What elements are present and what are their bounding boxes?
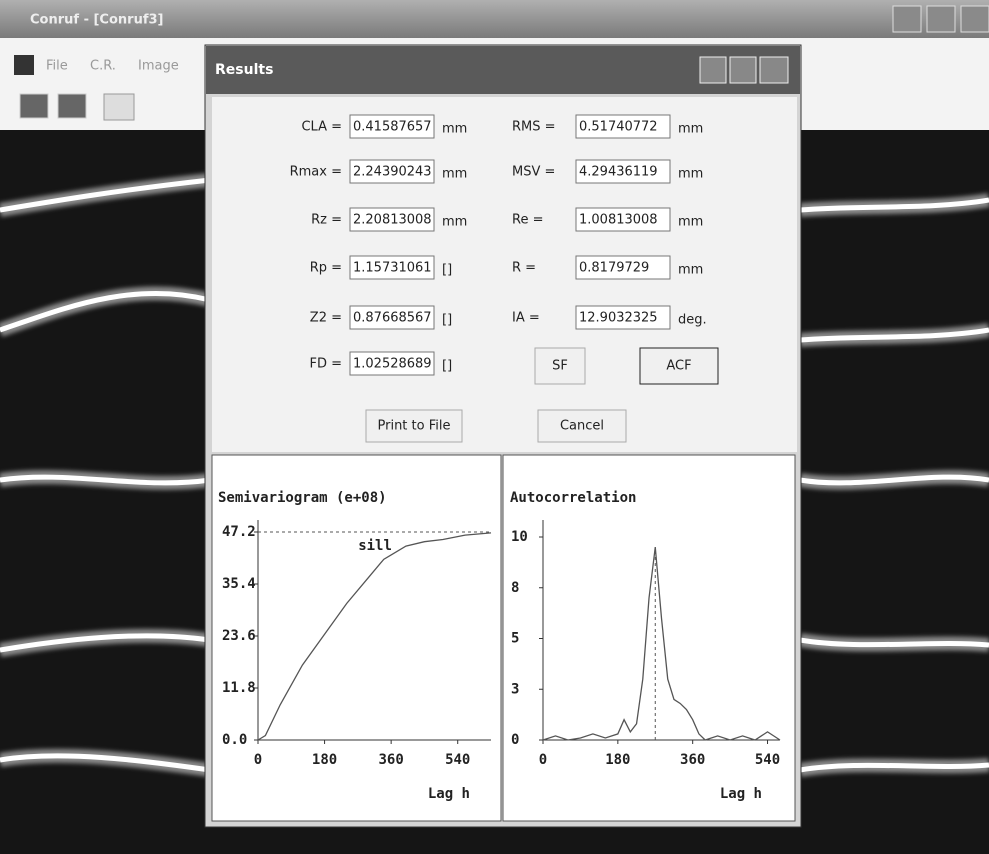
- field-unit: []: [442, 263, 452, 278]
- y-tick-label: 0.0: [222, 732, 247, 748]
- menu-item[interactable]: C.R.: [90, 59, 116, 74]
- button-label[interactable]: SF: [552, 359, 568, 374]
- x-tick-label: 180: [312, 752, 337, 768]
- dialog-maximize[interactable]: [730, 57, 756, 83]
- y-tick-label: 23.6: [222, 628, 256, 644]
- field-unit: mm: [442, 215, 467, 230]
- x-tick-label: 0: [254, 752, 262, 768]
- field-value: 1.02528689: [353, 357, 432, 372]
- x-axis-label: Lag h: [428, 786, 470, 802]
- button-label[interactable]: Print to File: [378, 419, 451, 434]
- chart-title: Semivariogram (e+08): [218, 490, 387, 506]
- field-unit: mm: [678, 122, 703, 137]
- close-button[interactable]: [961, 6, 989, 32]
- field-unit: mm: [442, 167, 467, 182]
- x-tick-label: 0: [539, 752, 547, 768]
- dialog-minimize[interactable]: [700, 57, 726, 83]
- y-tick-label: 0: [511, 732, 519, 748]
- y-tick-label: 5: [511, 631, 519, 647]
- field-label: Z2 =: [310, 311, 342, 326]
- toolbar-button[interactable]: [20, 94, 48, 118]
- field-value: 0.51740772: [579, 120, 658, 135]
- window-title: Conruf - [Conruf3]: [30, 13, 163, 28]
- button-label[interactable]: Cancel: [560, 419, 604, 434]
- page: Conruf - [Conruf3] File C.R. Image Resul…: [0, 0, 989, 854]
- field-value: 1.00813008: [579, 213, 658, 228]
- menu-item[interactable]: Image: [138, 59, 179, 74]
- field-label: CLA =: [301, 120, 342, 135]
- field-label: Re =: [512, 213, 543, 228]
- toolbar-button[interactable]: [104, 94, 134, 120]
- field-unit: mm: [678, 215, 703, 230]
- y-tick-label: 11.8: [222, 680, 256, 696]
- toolbar-button[interactable]: [58, 94, 86, 118]
- field-value: 2.20813008: [353, 213, 432, 228]
- button-label[interactable]: ACF: [666, 359, 691, 374]
- field-label: Rz =: [311, 213, 342, 228]
- x-tick-label: 540: [755, 752, 780, 768]
- field-unit: []: [442, 359, 452, 374]
- minimize-button[interactable]: [893, 6, 921, 32]
- field-unit: []: [442, 313, 452, 328]
- results-panel: [212, 97, 797, 452]
- field-label: IA =: [512, 311, 540, 326]
- x-tick-label: 180: [605, 752, 630, 768]
- y-tick-label: 8: [511, 580, 519, 596]
- reference-label: sill: [358, 538, 392, 554]
- y-tick-label: 3: [511, 681, 519, 697]
- field-label: RMS =: [512, 120, 556, 135]
- field-value: 0.8179729: [579, 261, 649, 276]
- field-unit: mm: [678, 167, 703, 182]
- field-label: R =: [512, 261, 536, 276]
- x-tick-label: 540: [445, 752, 470, 768]
- screen: Conruf - [Conruf3] File C.R. Image Resul…: [0, 0, 989, 854]
- maximize-button[interactable]: [927, 6, 955, 32]
- field-unit: mm: [678, 263, 703, 278]
- field-label: Rmax =: [290, 165, 342, 180]
- menu-item[interactable]: File: [46, 59, 68, 74]
- field-unit: deg.: [678, 313, 707, 328]
- dialog-title: Results: [215, 62, 273, 78]
- field-label: FD =: [309, 357, 342, 372]
- field-value: 2.24390243: [353, 165, 432, 180]
- y-tick-label: 10: [511, 529, 528, 545]
- x-axis-label: Lag h: [720, 786, 762, 802]
- field-label: Rp =: [310, 261, 342, 276]
- field-value: 1.15731061: [353, 261, 432, 276]
- field-unit: mm: [442, 122, 467, 137]
- x-tick-label: 360: [378, 752, 403, 768]
- field-value: 12.9032325: [579, 311, 658, 326]
- dialog-close[interactable]: [760, 57, 788, 83]
- x-tick-label: 360: [680, 752, 705, 768]
- field-value: 0.87668567: [353, 311, 432, 326]
- y-tick-label: 35.4: [222, 576, 256, 592]
- app-icon: [14, 55, 34, 75]
- y-tick-label: 47.2: [222, 524, 256, 540]
- field-label: MSV =: [512, 165, 555, 180]
- field-value: 0.41587657: [353, 120, 432, 135]
- chart-title: Autocorrelation: [510, 490, 636, 506]
- field-value: 4.29436119: [579, 165, 658, 180]
